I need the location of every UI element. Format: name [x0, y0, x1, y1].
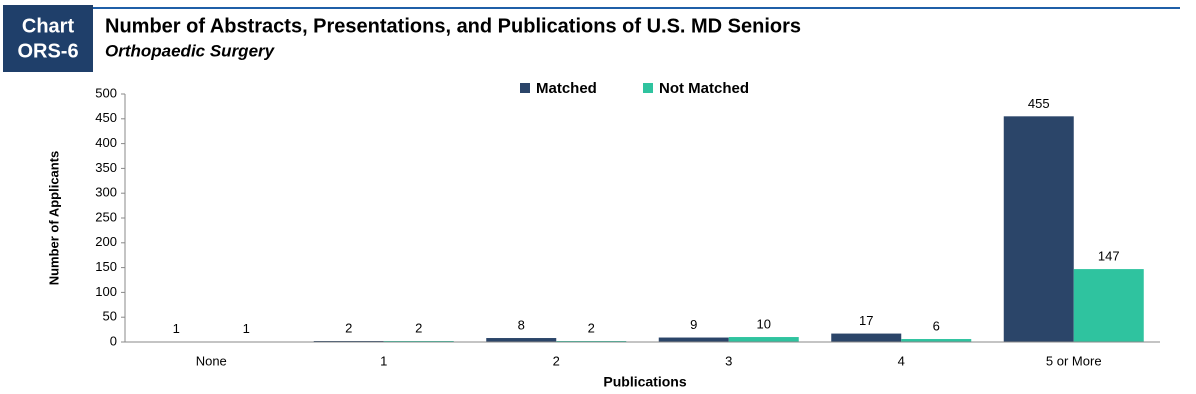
x-tick-label: 2 [553, 353, 560, 368]
x-tick-label: 4 [898, 353, 905, 368]
value-label: 455 [1028, 96, 1050, 111]
bar [1003, 116, 1074, 342]
bar [486, 338, 557, 342]
y-axis-title: Number of Applicants [46, 151, 61, 286]
bar [831, 333, 902, 342]
value-label: 1 [173, 321, 180, 336]
x-tick-label: 5 or More [1046, 353, 1102, 368]
y-tick-label: 300 [95, 185, 117, 200]
chart-subtitle: Orthopaedic Surgery [105, 41, 276, 60]
value-label: 1 [243, 321, 250, 336]
bar [658, 337, 729, 342]
x-tick-label: 3 [725, 353, 732, 368]
y-tick-label: 350 [95, 160, 117, 175]
y-tick-label: 500 [95, 85, 117, 100]
value-label: 10 [757, 316, 771, 331]
x-tick-label: 1 [380, 353, 387, 368]
value-label: 2 [345, 320, 352, 335]
value-label: 9 [690, 317, 697, 332]
bar [728, 337, 799, 342]
badge-line: Chart [22, 15, 75, 37]
y-tick-label: 250 [95, 209, 117, 224]
y-tick-label: 150 [95, 259, 117, 274]
value-label: 147 [1098, 249, 1120, 264]
chart-title: Number of Abstracts, Presentations, and … [105, 15, 801, 37]
y-tick-label: 450 [95, 110, 117, 125]
value-label: 2 [415, 320, 422, 335]
x-axis-title: Publications [603, 374, 686, 390]
legend-label: Not Matched [659, 80, 749, 97]
badge [3, 5, 93, 72]
x-tick-label: None [196, 353, 227, 368]
y-tick-label: 400 [95, 135, 117, 150]
y-tick-label: 0 [110, 333, 117, 348]
value-label: 8 [518, 317, 525, 332]
legend-swatch [643, 83, 653, 93]
value-label: 2 [588, 320, 595, 335]
y-tick-label: 100 [95, 284, 117, 299]
bar [901, 339, 972, 342]
bar [1073, 269, 1144, 342]
value-label: 17 [859, 313, 873, 328]
legend-swatch [520, 83, 530, 93]
y-tick-label: 200 [95, 234, 117, 249]
legend-label: Matched [536, 80, 597, 97]
value-label: 6 [933, 318, 940, 333]
y-tick-label: 50 [103, 309, 117, 324]
badge-line: ORS-6 [17, 40, 78, 62]
